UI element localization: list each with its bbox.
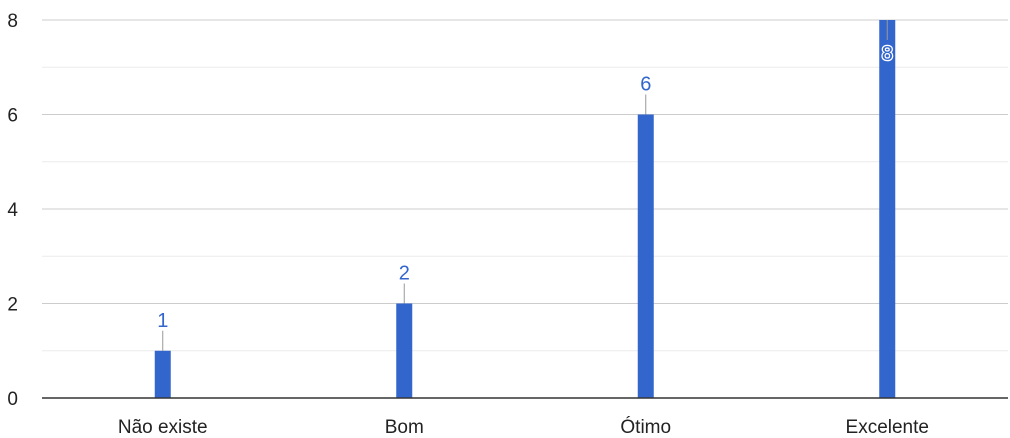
data-label: 6 [640, 74, 651, 96]
x-tick-label: Excelente [846, 417, 929, 438]
y-tick-label: 6 [7, 106, 18, 127]
x-tick-label: Ótimo [620, 416, 671, 438]
bar [154, 350, 171, 398]
bar [396, 303, 413, 398]
bar [879, 20, 896, 398]
y-tick-label: 0 [7, 389, 18, 410]
x-tick-label: Não existe [118, 417, 208, 438]
y-tick-label: 2 [7, 295, 18, 316]
x-tick-label: Bom [385, 417, 424, 438]
data-label: 1 [157, 310, 168, 332]
data-label: 8 [882, 43, 893, 65]
y-tick-label: 8 [7, 11, 18, 32]
bar [637, 114, 654, 398]
data-label: 2 [399, 263, 410, 285]
y-tick-label: 4 [7, 200, 18, 221]
